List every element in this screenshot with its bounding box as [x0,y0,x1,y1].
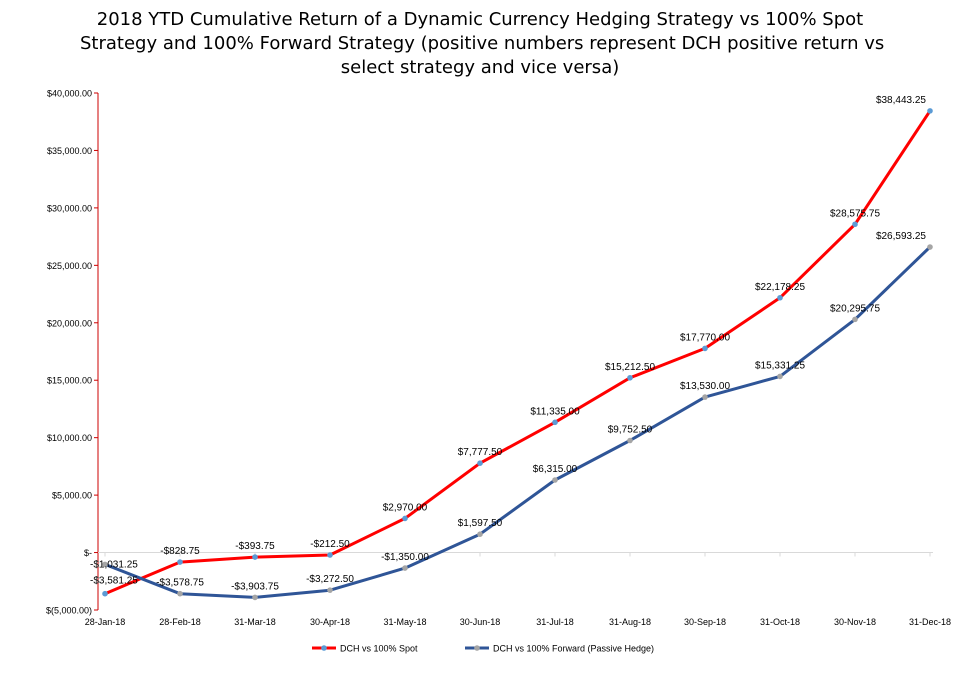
x-tick-label: 30-Sep-18 [684,617,726,627]
x-tick-label: 28-Feb-18 [159,617,201,627]
y-tick-label: $30,000.00 [47,203,92,213]
x-axis: 28-Jan-18 28-Feb-18 31-Mar-18 30-Apr-18 31-M… [85,552,951,627]
series-1-data-label: $15,212.50 [605,362,655,373]
x-tick-label: 28-Jan-18 [85,617,126,627]
series-2-data-label: -$3,578.75 [156,578,204,589]
series-2-point [927,244,933,250]
x-tick-label: 31-Oct-18 [760,617,800,627]
series-2-data-label: $6,315.00 [533,464,578,475]
x-tick-label: 30-Jun-18 [460,617,501,627]
series-1-point [402,515,408,522]
series-1-data-label: $7,777.50 [458,447,503,458]
series-1-data-label: $2,970.00 [383,502,428,513]
series-2-point [777,373,783,380]
series-2-data-label: -$3,903.75 [231,581,279,592]
y-tick-label: $5,000.00 [52,491,92,501]
series-1-point [777,294,783,301]
chart-title-line-3: select strategy and vice versa) [340,57,620,78]
series-lines [102,108,933,601]
series-1-point [477,460,483,467]
series-2-data-label: $9,752.50 [608,425,653,436]
series-2-point [177,590,183,597]
series-1-point [552,419,558,426]
series-2-data-label: $20,295.75 [830,303,880,314]
series-1-point [327,552,333,558]
y-tick-label: $(5,000.00) [46,606,92,616]
x-tick-label: 30-Apr-18 [310,617,350,627]
y-tick-label: $25,000.00 [47,261,92,271]
series-1-data-label: $11,335.00 [530,406,580,417]
series-2-data-label: -$1,031.25 [90,559,138,570]
series-1-data-label: $28,575.75 [830,208,880,219]
series-1-data-label: -$3,581.25 [90,576,138,587]
series-1-point [252,554,258,560]
chart-title-line-2: Strategy and 100% Forward Strategy (posi… [80,33,885,54]
legend-swatch-marker [321,645,327,651]
series-2-point [852,316,858,323]
series-1-point [702,345,708,352]
y-tick-label: $15,000.00 [47,376,92,386]
series-1-data-label: -$212.50 [310,539,350,550]
y-tick-label: $20,000.00 [47,318,92,328]
series-2-data-label: $26,593.25 [876,231,926,242]
y-tick-label: $40,000.00 [47,89,92,99]
series-1-point [102,590,108,597]
series-2-data-label: $15,331.25 [755,360,805,371]
series-line-2 [104,245,932,599]
legend: DCH vs 100% Spot DCH vs 100% Forward (Pas… [312,644,654,654]
y-tick-label: $- [84,548,92,558]
series-2-data-label: -$3,272.50 [306,574,354,585]
x-tick-label: 31-Dec-18 [909,617,951,627]
legend-entry-label: DCH vs 100% Spot [340,644,418,654]
series-1-point [177,559,183,565]
y-tick-label: $35,000.00 [47,146,92,156]
x-tick-label: 31-Aug-18 [609,617,651,627]
series-1-data-label: $17,770.00 [680,332,730,343]
series-2-point [552,477,558,483]
series-1-point [927,108,933,114]
x-tick-label: 30-Nov-18 [834,617,876,627]
chart-title-line-1: 2018 YTD Cumulative Return of a Dynamic … [96,9,864,30]
series-2-point [252,594,258,601]
series-1-data-label: $22,178.25 [755,282,805,293]
series-2-data-label: -$1,350.00 [381,552,429,563]
y-axis: $(5,000.00) $- $5,000.00 $10,000.00 $15,000.… [46,89,99,616]
series-line-1 [104,110,932,596]
series-1-data-label: $38,443.25 [876,95,926,106]
series-2-point [627,437,633,444]
x-tick-label: 31-Mar-18 [234,617,276,627]
series-1-data-label: -$828.75 [160,546,200,557]
series-1-point [627,374,633,381]
series-2-point [477,531,483,538]
x-tick-label: 31-Jul-18 [536,617,574,627]
series-2-point [327,587,333,593]
y-tick-label: $10,000.00 [47,433,92,443]
series-2-data-label: $13,530.00 [680,381,730,392]
series-2-point [102,561,108,568]
series-1-point [852,221,858,228]
series-2-point [402,565,408,571]
series-2-point [702,394,708,400]
chart-title: 2018 YTD Cumulative Return of a Dynamic … [80,8,885,80]
x-tick-label: 31-May-18 [383,617,426,627]
legend-entry-label: DCH vs 100% Forward (Passive Hedge) [493,644,654,654]
legend-swatch-marker [474,645,480,651]
series-1-data-label: -$393.75 [235,541,275,552]
data-labels: -$3,581.25 -$828.75 -$393.75 -$212.50 $2,970… [90,95,926,593]
series-2-data-label: $1,597.50 [458,518,503,529]
